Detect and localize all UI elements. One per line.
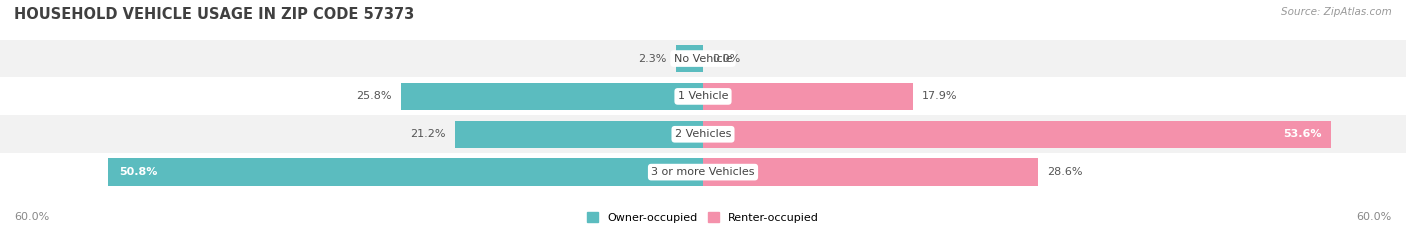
Text: 3 or more Vehicles: 3 or more Vehicles [651,167,755,177]
Bar [0,153,1406,191]
Text: HOUSEHOLD VEHICLE USAGE IN ZIP CODE 57373: HOUSEHOLD VEHICLE USAGE IN ZIP CODE 5737… [14,7,415,22]
Bar [0,77,1406,115]
Text: 0.0%: 0.0% [713,54,741,64]
Bar [454,121,703,148]
Text: 2 Vehicles: 2 Vehicles [675,129,731,139]
Text: 17.9%: 17.9% [922,91,957,101]
Text: 1 Vehicle: 1 Vehicle [678,91,728,101]
Bar [0,115,1406,153]
Bar [703,83,912,110]
Text: 53.6%: 53.6% [1284,129,1322,139]
Text: 28.6%: 28.6% [1047,167,1083,177]
Bar [703,121,1331,148]
Text: 2.3%: 2.3% [638,54,666,64]
Bar [401,83,703,110]
Text: 50.8%: 50.8% [120,167,157,177]
Text: 60.0%: 60.0% [1357,212,1392,222]
Bar [0,40,1406,77]
Bar [108,158,703,186]
Bar [703,158,1038,186]
Text: 21.2%: 21.2% [409,129,446,139]
Text: 60.0%: 60.0% [14,212,49,222]
Bar [676,45,703,72]
Text: No Vehicle: No Vehicle [673,54,733,64]
Text: Source: ZipAtlas.com: Source: ZipAtlas.com [1281,7,1392,17]
Legend: Owner-occupied, Renter-occupied: Owner-occupied, Renter-occupied [586,212,820,223]
Text: 25.8%: 25.8% [356,91,391,101]
